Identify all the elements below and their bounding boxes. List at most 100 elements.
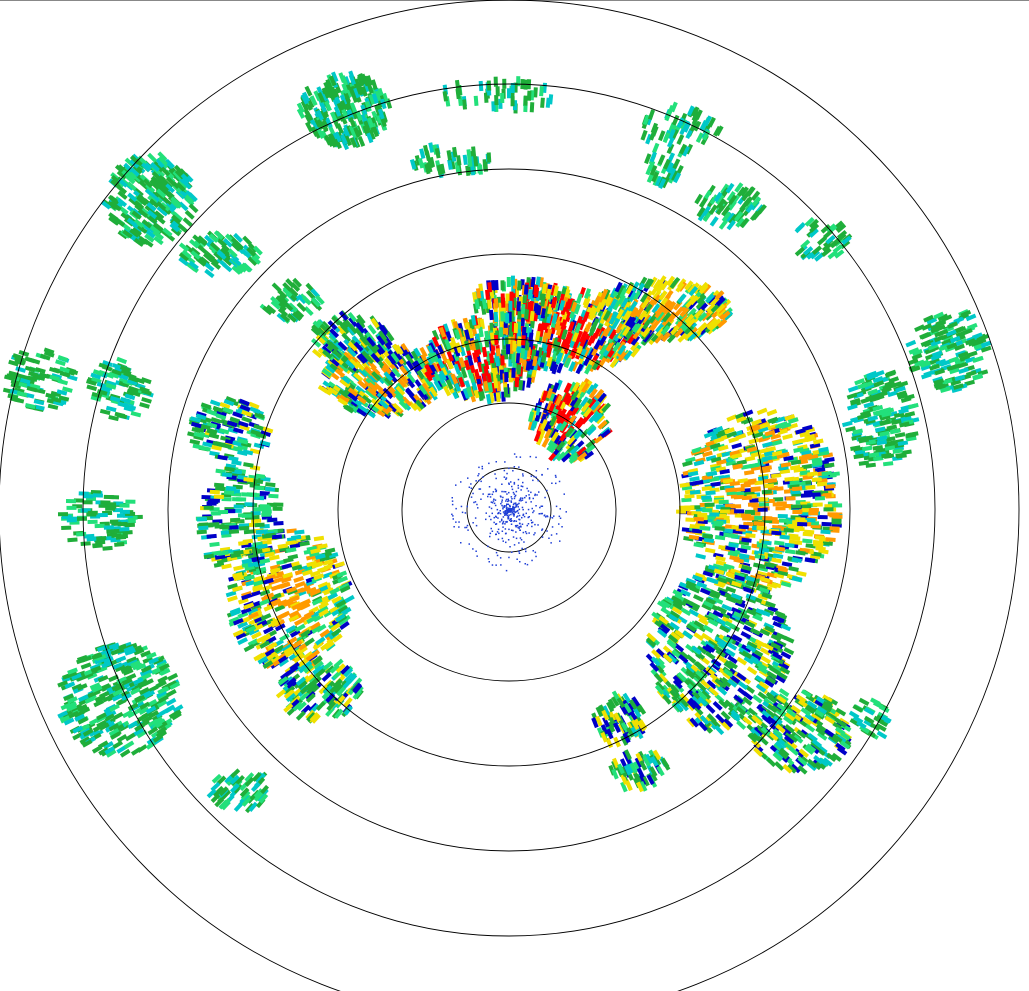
echo-gate (155, 157, 166, 168)
echo-gate (107, 194, 119, 205)
echo-gate (705, 704, 716, 714)
echo-gate (137, 208, 149, 218)
echo-gate (270, 584, 282, 592)
echo-gate (209, 541, 220, 547)
echo-gate (486, 80, 492, 91)
echo-gate (141, 219, 152, 229)
echo-gate (169, 222, 180, 233)
echo-gate (265, 482, 276, 488)
echo-gate (76, 516, 88, 521)
echo-gate (360, 85, 368, 97)
echo-gate (328, 75, 337, 87)
echo-gate (123, 162, 134, 173)
echo-gate (343, 92, 351, 103)
echo-gate (66, 505, 77, 510)
echo-gate (127, 192, 138, 202)
echo-gate (661, 760, 671, 771)
echo-gate (170, 226, 182, 237)
echo-gate (149, 192, 160, 203)
echo-gate (379, 98, 387, 110)
echo-gate (790, 504, 802, 509)
echo-gate (510, 82, 515, 94)
echo-gate (775, 506, 786, 511)
echo-gate (268, 493, 279, 499)
echo-gate (117, 190, 128, 200)
echo-gate (357, 75, 365, 87)
echo-gate (225, 485, 237, 491)
echo-gate (223, 490, 235, 495)
echo-gate (233, 504, 244, 509)
echo-gate (832, 503, 843, 508)
echo-gate (157, 151, 168, 162)
echo-gate (762, 516, 773, 521)
echo-gate (329, 111, 338, 123)
echo-gate (740, 631, 752, 640)
echo-gate (108, 216, 119, 226)
echo-gate (367, 117, 375, 129)
echo-gate (170, 196, 181, 206)
echo-gate (277, 611, 289, 620)
echo-gate (782, 433, 793, 440)
echo-gate (719, 509, 730, 514)
echo-gate (676, 509, 687, 514)
echo-gate (198, 525, 209, 531)
echo-gate (701, 495, 712, 500)
echo-gate (80, 541, 91, 546)
echo-gate (746, 666, 758, 676)
echo-gate (810, 492, 821, 497)
echo-gate (382, 92, 389, 104)
echo-gate (784, 548, 796, 555)
echo-gate (149, 198, 160, 209)
echo-gate (861, 445, 873, 452)
echo-gate (778, 518, 789, 523)
echo-gate (188, 203, 199, 214)
echo-gate (753, 521, 764, 526)
echo-gate (334, 131, 342, 143)
echo-gate (329, 137, 338, 148)
echo-gate (539, 85, 544, 97)
echo-gate (254, 485, 265, 491)
echo-gate (702, 508, 713, 513)
echo-gate (340, 75, 349, 86)
echo-gate (322, 87, 331, 99)
echo-gate (772, 502, 783, 507)
echo-gate (824, 457, 835, 463)
echo-gate (126, 169, 137, 180)
echo-gate (795, 221, 806, 232)
echo-gate (324, 117, 333, 129)
echo-gate (165, 158, 175, 169)
echo-gate (145, 229, 156, 239)
echo-gate (743, 469, 755, 476)
echo-gate (243, 462, 254, 468)
echo-gate (785, 496, 796, 501)
echo-gate (233, 232, 244, 243)
echo-gate (228, 529, 240, 534)
echo-gate (172, 212, 184, 222)
echo-gate (29, 357, 41, 365)
echo-gate (209, 522, 220, 527)
echo-gate (657, 154, 666, 166)
echo-gate (366, 83, 374, 94)
echo-gate (495, 356, 500, 367)
echo-gate (325, 87, 334, 99)
echo-gate (748, 437, 760, 445)
echo-gate (446, 150, 453, 161)
echo-gate (511, 367, 516, 378)
echo-gate (161, 196, 172, 206)
echo-gate (731, 442, 743, 450)
echo-gate (504, 372, 509, 383)
echo-gate (131, 227, 143, 237)
echo-gate (317, 92, 326, 103)
echo-gate (365, 75, 373, 86)
echo-gate (705, 490, 716, 496)
echo-gate (817, 514, 828, 520)
echo-gate (771, 530, 782, 536)
echo-gate (105, 506, 116, 511)
echo-gate (718, 499, 729, 505)
echo-gate (348, 116, 357, 128)
echo-gate (172, 170, 183, 181)
echo-gate (130, 411, 142, 418)
echo-gate (371, 93, 379, 105)
echo-gate (160, 166, 171, 177)
echo-gate (300, 93, 309, 105)
